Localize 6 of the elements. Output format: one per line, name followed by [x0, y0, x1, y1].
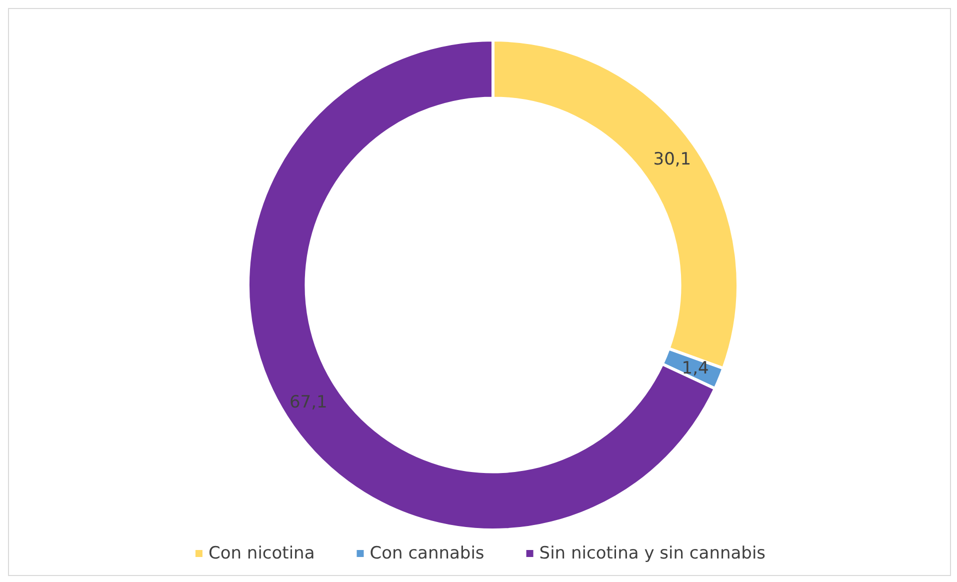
- legend-label: Sin nicotina y sin cannabis: [539, 544, 766, 564]
- data-label: 67,1: [289, 392, 328, 413]
- legend-label: Con nicotina: [208, 544, 315, 564]
- data-label: 1,4: [682, 358, 709, 379]
- legend-label: Con cannabis: [370, 544, 484, 564]
- data-label: 30,1: [653, 149, 692, 170]
